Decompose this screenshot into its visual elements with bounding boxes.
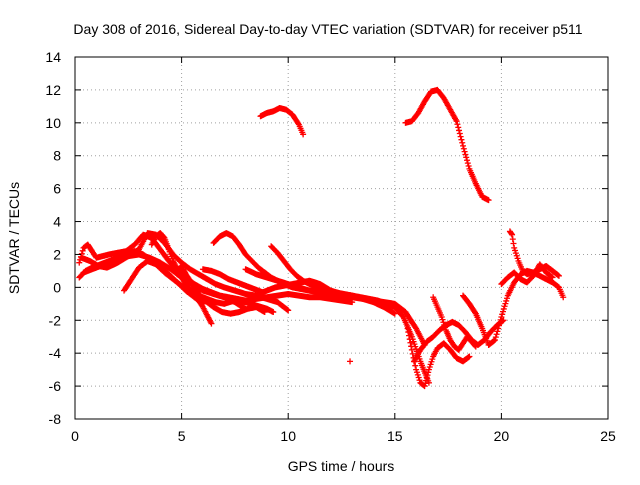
y-tick-label: 6 (53, 181, 61, 197)
series-isolated (347, 358, 354, 365)
data-points (402, 86, 492, 204)
data-points (404, 325, 473, 390)
data-points (257, 105, 307, 138)
series-arc-13 (402, 86, 492, 204)
x-tick-label: 10 (280, 428, 296, 444)
y-tick-label: -6 (49, 378, 62, 394)
series-arc-14 (404, 325, 473, 390)
series-arc-12 (257, 105, 307, 138)
y-tick-label: 14 (45, 49, 61, 65)
y-tick-label: 0 (53, 279, 61, 295)
chart-title: Day 308 of 2016, Sidereal Day-to-day VTE… (73, 21, 582, 37)
y-axis-label: SDTVAR / TECUs (6, 182, 22, 294)
y-tick-label: 10 (45, 115, 61, 131)
ticks: 0 5 10 15 20 25 -8 -6 -4 -2 0 2 4 6 8 10 12 14 (45, 49, 616, 444)
series-arc-16 (430, 294, 479, 353)
series-arc-7 (174, 262, 268, 317)
data-points (347, 358, 354, 365)
data-points (242, 266, 428, 348)
data-points (498, 261, 556, 288)
series-arc-1 (76, 231, 215, 327)
series-arc-10 (242, 266, 428, 348)
y-tick-label: 12 (45, 82, 61, 98)
data-layer (76, 86, 567, 390)
data-points (174, 262, 268, 317)
y-tick-label: 4 (53, 214, 61, 230)
y-tick-label: -8 (49, 411, 62, 427)
data-points (76, 231, 215, 327)
x-tick-label: 15 (387, 428, 403, 444)
plot-frame (74, 56, 609, 420)
data-points (460, 267, 567, 348)
data-points (430, 294, 479, 353)
x-tick-label: 25 (600, 428, 616, 444)
series-arc-11 (268, 243, 432, 386)
y-tick-label: 8 (53, 148, 61, 164)
y-tick-label: 2 (53, 246, 61, 262)
y-tick-label: -2 (49, 312, 62, 328)
x-tick-label: 5 (178, 428, 186, 444)
x-tick-label: 0 (71, 428, 79, 444)
series-arc-17 (460, 267, 567, 348)
y-tick-label: -4 (49, 345, 62, 361)
x-axis-label: GPS time / hours (288, 458, 395, 474)
data-points (268, 243, 432, 386)
x-tick-label: 20 (494, 428, 510, 444)
series-arc-19 (498, 261, 556, 288)
